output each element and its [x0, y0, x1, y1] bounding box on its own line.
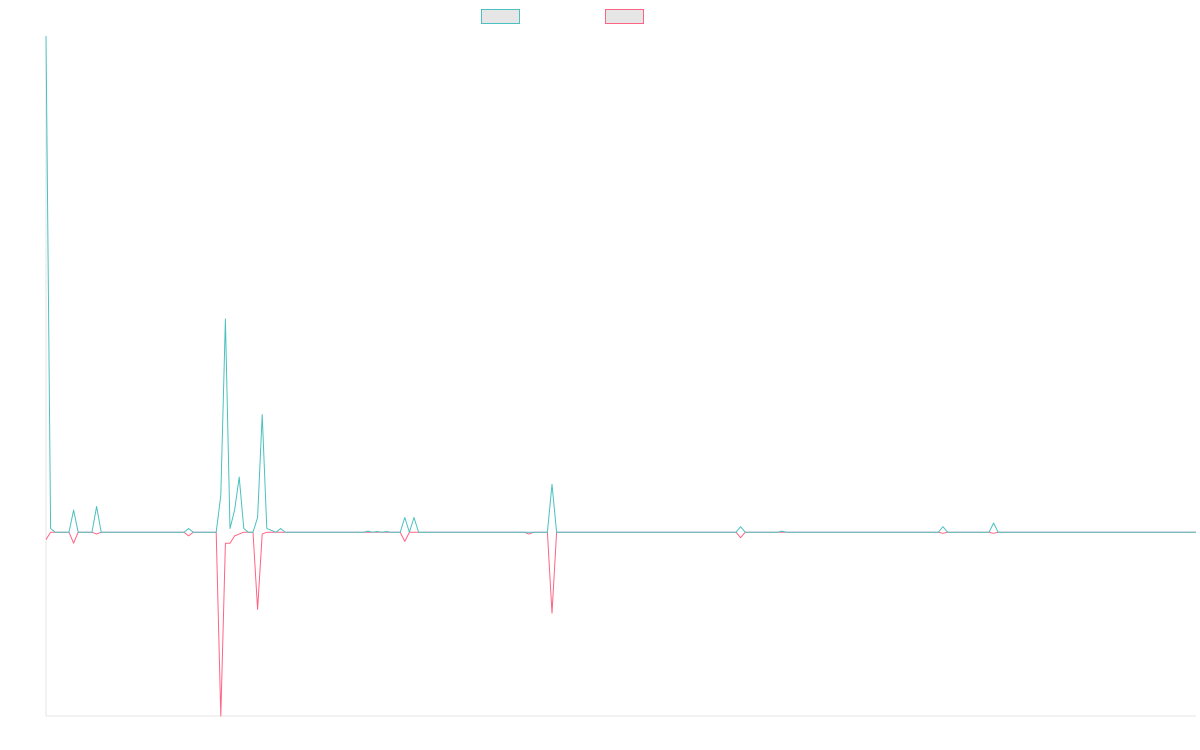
legend-swatch-series-a[interactable] — [481, 9, 520, 24]
legend — [0, 9, 1200, 27]
series-layer — [45, 35, 1196, 717]
series-line-b — [45, 531, 1196, 717]
legend-swatch-series-b[interactable] — [605, 9, 644, 24]
series-line-a — [45, 35, 1196, 533]
axes — [45, 36, 1196, 717]
